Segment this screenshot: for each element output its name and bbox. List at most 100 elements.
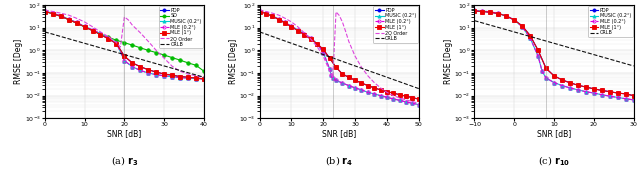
2Q Order <box>256 9 264 11</box>
MLE (1°) <box>622 93 630 95</box>
2Q Order <box>125 19 132 21</box>
Text: (c) $\mathbf{r_{10}}$: (c) $\mathbf{r_{10}}$ <box>538 154 570 168</box>
MUSIC (0.2°) <box>518 26 526 28</box>
SD <box>57 15 65 17</box>
MLE (1°) <box>281 22 289 24</box>
CRLB <box>281 40 289 42</box>
PDP <box>160 73 168 75</box>
CRLB <box>518 33 526 35</box>
MLE (1°) <box>358 82 365 84</box>
CRLB <box>358 67 365 69</box>
MUSIC (0.2°) <box>371 93 378 95</box>
MUSIC (0.2°) <box>256 10 264 12</box>
PDP <box>145 69 152 71</box>
MLE (1°) <box>479 10 486 13</box>
MLE (1°) <box>120 55 128 57</box>
MLE (1°) <box>383 91 391 93</box>
2Q Order <box>81 21 88 23</box>
2Q Order <box>116 46 124 48</box>
CRLB <box>390 79 397 81</box>
CRLB <box>550 42 558 44</box>
SD <box>200 70 208 72</box>
2Q Order <box>300 32 308 34</box>
PDP <box>415 98 422 100</box>
2Q Order <box>129 24 136 26</box>
CRLB <box>351 65 359 67</box>
MLE (0.2°) <box>470 9 478 11</box>
MLE (0.2°) <box>192 78 200 80</box>
SD <box>160 54 168 56</box>
2Q Order <box>335 14 343 16</box>
MLE (1°) <box>184 76 192 78</box>
2Q Order <box>345 40 353 42</box>
PDP <box>65 19 72 21</box>
MUSIC (0.2°) <box>345 84 353 87</box>
MLE (1°) <box>402 95 410 97</box>
X-axis label: SNR [dB]: SNR [dB] <box>322 129 356 138</box>
MUSIC (0.2°) <box>534 55 542 57</box>
MLE (0.2°) <box>396 99 403 101</box>
MLE (1°) <box>542 67 550 69</box>
CRLB <box>590 54 598 56</box>
MUSIC (0.2°) <box>104 37 112 39</box>
PDP <box>57 15 65 17</box>
MLE (0.2°) <box>486 11 494 13</box>
PDP <box>351 79 359 81</box>
CRLB <box>558 45 566 47</box>
PDP <box>383 91 391 93</box>
MLE (1°) <box>598 89 605 91</box>
CRLB <box>65 38 72 40</box>
MUSIC (0.2°) <box>120 60 128 62</box>
PDP <box>49 13 56 15</box>
2Q Order <box>192 75 200 77</box>
PDP <box>526 34 534 37</box>
2Q Order <box>275 14 283 16</box>
2Q Order <box>351 55 359 57</box>
2Q Order <box>200 76 208 78</box>
CRLB <box>371 72 378 74</box>
CRLB <box>81 42 88 44</box>
CRLB <box>287 42 295 44</box>
MUSIC (0.2°) <box>526 37 534 39</box>
MLE (0.2°) <box>606 95 614 97</box>
MUSIC (0.2°) <box>287 25 295 27</box>
CRLB <box>49 33 56 35</box>
MLE (0.2°) <box>136 69 144 71</box>
MLE (0.2°) <box>328 74 335 76</box>
MLE (0.2°) <box>145 72 152 74</box>
MLE (0.2°) <box>269 15 276 17</box>
SD <box>145 49 152 51</box>
PDP <box>402 95 410 97</box>
Text: (b) $\mathbf{r_{4}}$: (b) $\mathbf{r_{4}}$ <box>325 154 353 168</box>
PDP <box>97 33 104 35</box>
MUSIC (0.2°) <box>328 74 335 76</box>
MLE (0.2°) <box>383 96 391 98</box>
MUSIC (0.2°) <box>319 52 327 54</box>
Legend: PDP, MUSIC (0.2°), MLE (0.2°), MLE (1°), CRLB: PDP, MUSIC (0.2°), MLE (0.2°), MLE (1°),… <box>588 6 632 37</box>
MUSIC (0.2°) <box>339 82 346 84</box>
CRLB <box>200 76 208 78</box>
CRLB <box>566 47 574 49</box>
MLE (0.2°) <box>200 78 208 80</box>
2Q Order <box>113 42 120 44</box>
MUSIC (0.2°) <box>364 91 372 93</box>
MLE (1°) <box>104 38 112 40</box>
CRLB <box>402 83 410 85</box>
CRLB <box>598 56 605 58</box>
2Q Order <box>49 10 56 13</box>
CRLB <box>269 35 276 38</box>
PDP <box>534 49 542 51</box>
SD <box>41 10 49 13</box>
PDP <box>396 94 403 96</box>
Text: (a) $\mathbf{r_{3}}$: (a) $\mathbf{r_{3}}$ <box>111 154 138 168</box>
CRLB <box>89 45 97 47</box>
CRLB <box>364 69 372 71</box>
MLE (1°) <box>486 11 494 13</box>
MLE (1°) <box>377 89 385 91</box>
CRLB <box>313 51 321 53</box>
MLE (1°) <box>390 92 397 94</box>
MLE (1°) <box>200 78 208 80</box>
SD <box>113 39 120 41</box>
CRLB <box>383 76 391 78</box>
MLE (0.2°) <box>294 29 301 31</box>
